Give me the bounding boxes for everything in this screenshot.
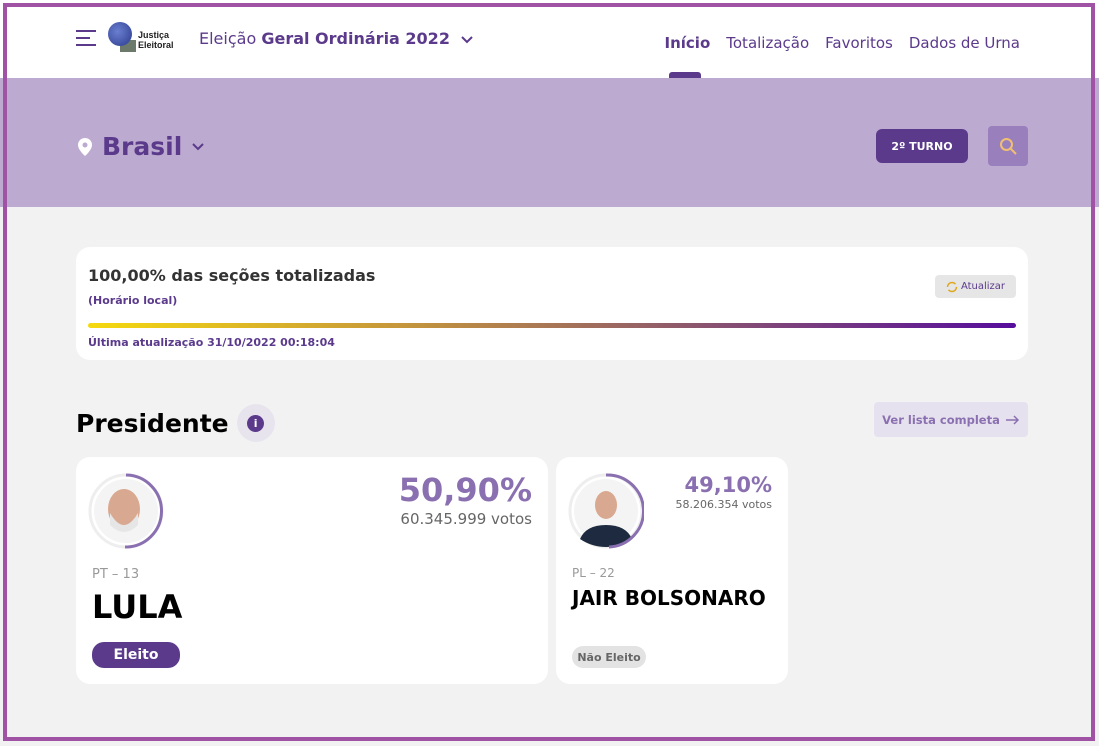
main-nav: Início Totalização Favoritos Dados de Ur… (664, 34, 1020, 78)
info-button[interactable]: i (236, 404, 275, 442)
location-name: Brasil (102, 132, 183, 161)
totalization-title: 100,00% das seções totalizadas (88, 266, 376, 285)
chevron-down-icon (461, 36, 473, 44)
refresh-label: Atualizar (960, 281, 1006, 292)
chevron-down-icon (192, 142, 204, 150)
candidate-name: JAIR BOLSONARO (572, 586, 766, 610)
hamburger-menu-icon[interactable] (76, 30, 96, 46)
candidate-card-lula[interactable]: 50,90% 60.345.999 votos PT – 13 LULA Ele… (76, 457, 548, 684)
candidate-photo-lula (88, 473, 164, 549)
section-title: Presidente (76, 408, 229, 438)
turno-button[interactable]: 2º TURNO (876, 129, 968, 163)
search-icon (1000, 138, 1017, 155)
candidate-photo-bolsonaro (568, 473, 644, 549)
status-badge: Não Eleito (572, 646, 646, 668)
nav-favoritos[interactable]: Favoritos (825, 34, 893, 52)
arrow-right-icon (1005, 414, 1019, 425)
nav-dados-de-urna[interactable]: Dados de Urna (908, 34, 1020, 52)
view-full-list-button[interactable]: Ver lista completa (874, 402, 1028, 437)
last-update: Última atualização 31/10/2022 00:18:04 (88, 336, 335, 349)
logo-text-2: Eleitoral (138, 40, 174, 50)
candidate-votes: 58.206.354 votos (675, 498, 773, 511)
nav-totalizacao[interactable]: Totalização (726, 34, 810, 52)
candidate-percent: 49,10% (684, 473, 772, 497)
election-prefix: Eleição (199, 29, 257, 48)
candidate-name: LULA (92, 588, 183, 626)
candidate-party: PT – 13 (92, 567, 140, 582)
candidate-party: PL – 22 (572, 566, 615, 580)
section-heading: Presidente i (76, 404, 275, 442)
totalization-card: 100,00% das seções totalizadas (Horário … (76, 247, 1028, 360)
local-time-note: (Horário local) (88, 294, 178, 307)
location-selector[interactable]: Brasil (78, 132, 204, 161)
nav-inicio[interactable]: Início (664, 34, 711, 78)
justica-eleitoral-logo[interactable]: Justiça Eleitoral (108, 22, 178, 56)
location-pin-icon (78, 137, 92, 156)
totalization-progress-bar (88, 323, 1016, 328)
info-icon: i (247, 414, 265, 432)
candidate-card-bolsonaro[interactable]: 49,10% 58.206.354 votos PL – 22 JAIR BOL… (556, 457, 788, 684)
view-full-list-label: Ver lista completa (882, 412, 1000, 427)
refresh-button[interactable]: Atualizar (935, 275, 1016, 298)
election-selector[interactable]: Eleição Geral Ordinária 2022 (199, 29, 473, 48)
candidate-percent: 50,90% (398, 471, 532, 509)
candidate-votes: 60.345.999 votos (400, 510, 532, 528)
status-badge: Eleito (92, 642, 180, 668)
logo-text-1: Justiça (138, 30, 170, 40)
election-name: Geral Ordinária 2022 (261, 29, 450, 48)
search-button[interactable] (988, 126, 1028, 166)
top-header: Justiça Eleitoral Eleição Geral Ordinária… (0, 0, 1099, 78)
refresh-icon (946, 281, 958, 292)
